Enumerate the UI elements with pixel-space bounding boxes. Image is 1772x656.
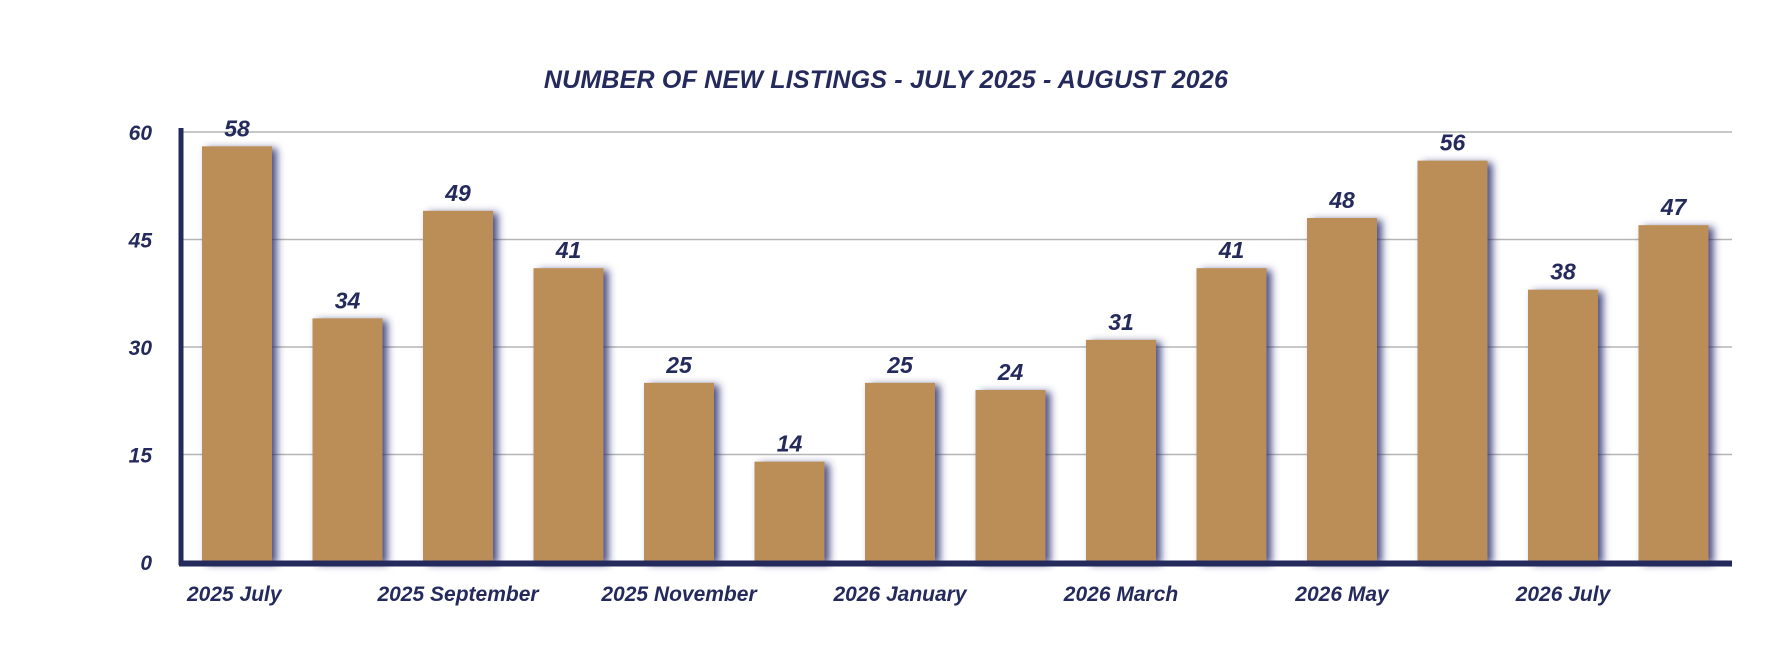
data-label: 34 <box>335 287 361 313</box>
data-label: 31 <box>1108 309 1134 335</box>
data-label: 56 <box>1440 130 1466 156</box>
x-tick-label: 2025 November <box>600 583 758 606</box>
bar <box>1196 268 1267 562</box>
data-label: 25 <box>886 352 914 378</box>
y-tick-label: 45 <box>128 230 153 253</box>
data-label: 48 <box>1328 187 1355 213</box>
data-label: 47 <box>1660 194 1688 220</box>
bar <box>423 210 493 563</box>
data-label: 14 <box>777 431 803 457</box>
bar <box>865 382 935 562</box>
data-label: 24 <box>997 359 1024 385</box>
data-labels: 58 34 49 41 25 14 25 24 31 41 48 56 38 47 <box>224 115 1687 456</box>
data-label: 41 <box>1218 237 1245 263</box>
x-tick-label: 2026 March <box>1063 583 1178 606</box>
bar <box>1528 289 1598 562</box>
data-label: 41 <box>555 237 582 263</box>
gridlines <box>181 131 1732 456</box>
x-tick-label: 2026 May <box>1294 583 1390 606</box>
bar <box>644 382 714 562</box>
y-tick-label: 15 <box>129 445 153 468</box>
bar <box>1417 160 1488 562</box>
bar <box>754 461 825 562</box>
data-label: 58 <box>224 115 250 141</box>
bar <box>975 390 1046 562</box>
x-tick-label: 2025 September <box>376 583 540 606</box>
y-tick-label: 60 <box>129 122 153 145</box>
y-tick-label: 0 <box>140 552 152 575</box>
y-tick-label: 30 <box>129 337 153 360</box>
data-label: 38 <box>1550 259 1576 285</box>
bar <box>1086 339 1156 562</box>
bar <box>202 146 272 563</box>
data-label: 25 <box>665 352 693 378</box>
bar <box>1307 218 1377 562</box>
data-label: 49 <box>444 180 471 206</box>
bar <box>312 318 383 562</box>
bar <box>1638 225 1709 562</box>
bar <box>533 268 604 562</box>
bars <box>202 146 1709 563</box>
chart-title: NUMBER OF NEW LISTINGS - JULY 2025 - AUG… <box>543 66 1229 94</box>
x-tick-label: 2026 January <box>832 583 967 606</box>
x-tick-label: 2026 July <box>1515 583 1612 606</box>
axes: 0 15 30 45 60 2025 July 2025 September 2025 Nov… <box>128 122 1732 606</box>
x-tick-label: 2025 July <box>186 583 283 606</box>
